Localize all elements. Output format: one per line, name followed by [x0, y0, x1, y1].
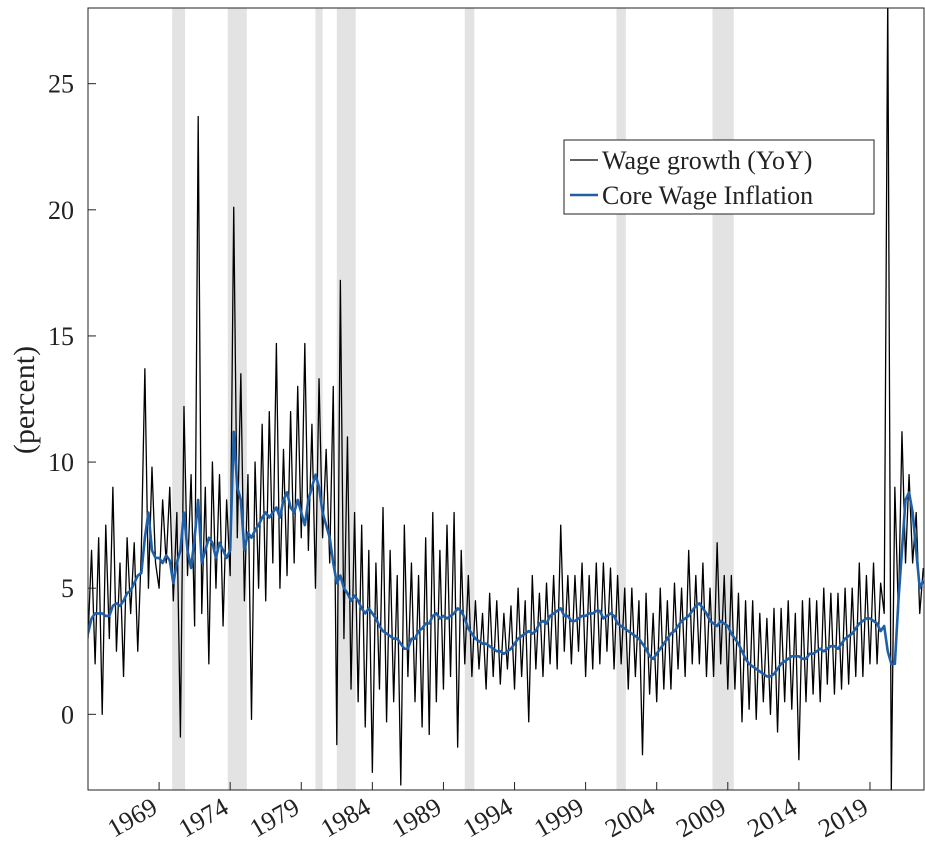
- y-tick-label: 0: [61, 700, 74, 729]
- recession-band: [172, 8, 186, 790]
- y-tick-label: 25: [48, 70, 74, 99]
- plot-lines: [88, 8, 924, 790]
- recession-band: [227, 8, 247, 790]
- recession-shading: [172, 8, 734, 790]
- x-tick-label: 1994: [458, 792, 518, 843]
- y-tick-label: 20: [48, 196, 74, 225]
- x-tick-label: 2004: [600, 792, 660, 843]
- plot-frame: [87, 7, 925, 791]
- x-tick-label: 1969: [103, 792, 163, 843]
- series-line: [88, 8, 924, 790]
- x-tick-label: 1974: [174, 792, 234, 843]
- x-tick-label: 1979: [245, 792, 305, 843]
- y-axis-label: (percent): [8, 346, 41, 454]
- y-tick-label: 10: [48, 448, 74, 477]
- series-line: [88, 430, 924, 678]
- recession-band: [336, 8, 356, 790]
- x-tick-label: 1989: [387, 792, 447, 843]
- x-tick-label: 2019: [813, 792, 873, 843]
- x-tick-label: 1999: [529, 792, 589, 843]
- recession-band: [464, 8, 475, 790]
- legend-label: Wage growth (YoY): [602, 146, 812, 175]
- x-tick-label: 1984: [316, 792, 376, 843]
- recession-band: [616, 8, 626, 790]
- legend-label: Core Wage Inflation: [602, 181, 813, 210]
- y-tick-label: 5: [61, 574, 74, 603]
- recession-band: [712, 8, 734, 790]
- x-tick-label: 2009: [671, 792, 731, 843]
- legend-box: [563, 139, 875, 215]
- x-tick-label: 2014: [742, 792, 802, 843]
- y-tick-label: 15: [48, 322, 74, 351]
- legend: Wage growth (YoY) Core Wage Inflation: [563, 139, 875, 215]
